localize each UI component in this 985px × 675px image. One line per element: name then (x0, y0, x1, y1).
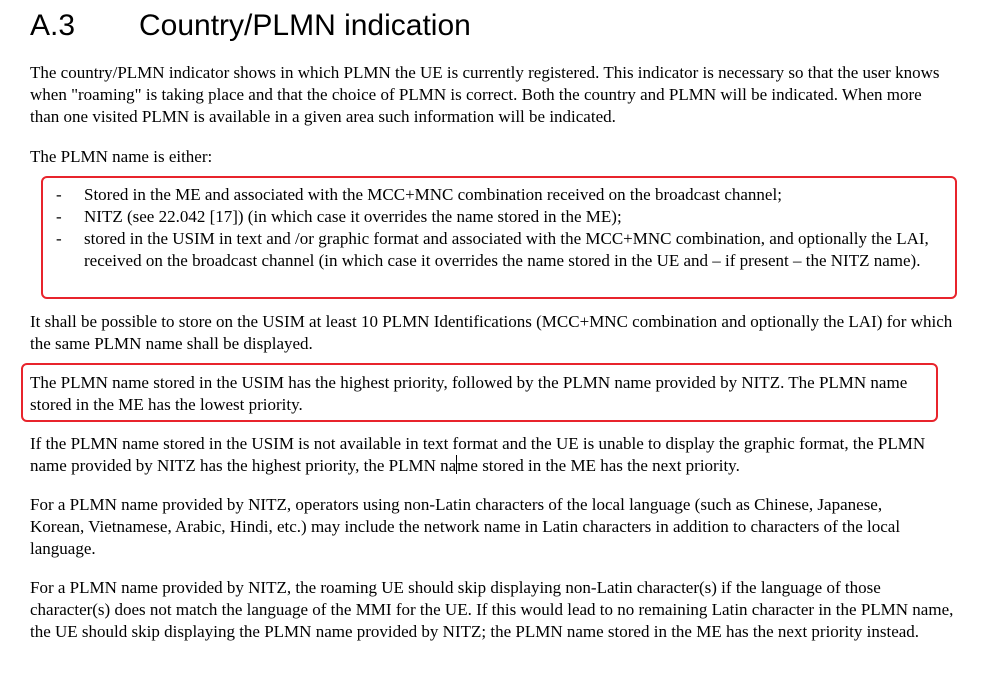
list-item: - stored in the USIM in text and /or grap… (56, 228, 946, 272)
roaming-skip-paragraph: For a PLMN name provided by NITZ, the ro… (30, 578, 954, 641)
intro-paragraph: The country/PLMN indicator shows in whic… (30, 63, 940, 126)
fallback-paragraph: If the PLMN name stored in the USIM is n… (30, 433, 955, 477)
priority-paragraph: The PLMN name stored in the USIM has the… (30, 373, 908, 414)
fallback-text-part2: me stored in the ME has the next priorit… (457, 456, 740, 475)
text-cursor (456, 455, 458, 474)
list-item-text: Stored in the ME and associated with the… (84, 185, 782, 204)
section-heading: A.3 Country/PLMN indication (30, 6, 471, 46)
list-item: - Stored in the ME and associated with th… (56, 184, 946, 206)
list-item-text: stored in the USIM in text and /or graph… (84, 229, 929, 270)
highlight-box-list (41, 176, 957, 299)
list-item-text: NITZ (see 22.042 [17]) (in which case it… (84, 207, 622, 226)
non-latin-paragraph: For a PLMN name provided by NITZ, operat… (30, 495, 901, 558)
section-number: A.3 (30, 9, 76, 42)
fallback-text-part1: If the PLMN name stored in the USIM is n… (30, 434, 926, 475)
either-paragraph: The PLMN name is either: (30, 147, 213, 166)
list-item: - NITZ (see 22.042 [17]) (in which case i… (56, 206, 946, 228)
usim-storage-paragraph: It shall be possible to store on the USI… (30, 312, 953, 353)
dash-bullet: - (56, 207, 62, 226)
dash-bullet: - (56, 185, 62, 204)
dash-bullet: - (56, 229, 62, 248)
section-title: Country/PLMN indication (139, 9, 471, 42)
highlight-box-priority (21, 363, 938, 422)
plmn-name-source-list: - Stored in the ME and associated with th… (56, 184, 946, 272)
